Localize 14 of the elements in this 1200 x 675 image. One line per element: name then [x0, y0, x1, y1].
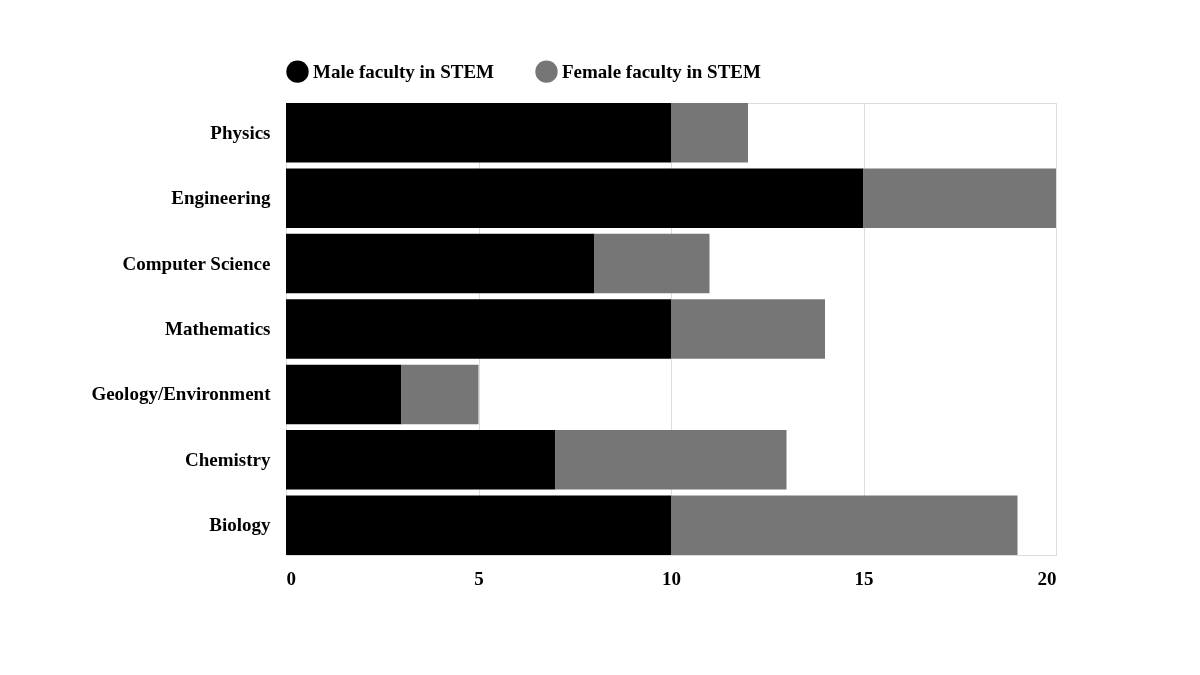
y-tick-label: Geology/Environment — [91, 383, 272, 405]
y-tick-label: Computer Science — [122, 252, 271, 274]
y-tick-label: Engineering — [171, 187, 271, 209]
y-tick-label: Physics — [210, 121, 271, 143]
x-tick-label: 10 — [662, 567, 681, 589]
x-tick-label: 15 — [854, 567, 874, 589]
y-tick-label: Biology — [209, 514, 271, 536]
x-tick-label: 5 — [474, 567, 484, 589]
y-tick-label: Chemistry — [185, 448, 271, 470]
legend-label: Male faculty in STEM — [313, 60, 495, 82]
y-tick-label: Mathematics — [164, 318, 271, 339]
legend-label: Female faculty in STEM — [562, 60, 762, 82]
x-tick-label: 20 — [1037, 567, 1057, 589]
x-tick-label: 0 — [286, 567, 296, 589]
